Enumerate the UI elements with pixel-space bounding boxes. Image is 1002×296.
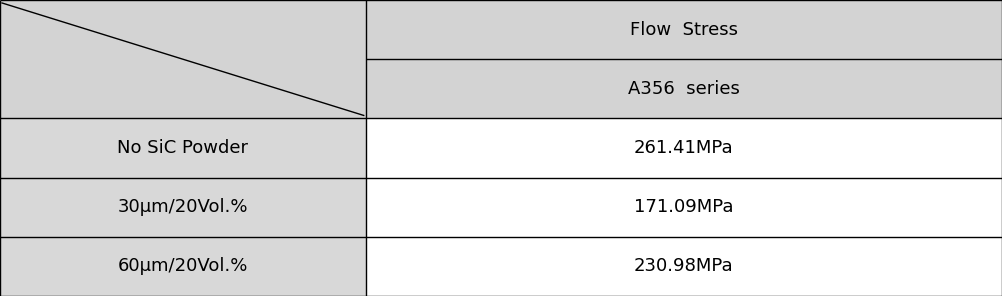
Text: 261.41MPa: 261.41MPa bbox=[634, 139, 733, 157]
Bar bbox=[366, 178, 1002, 237]
Text: A356  series: A356 series bbox=[628, 80, 739, 98]
Text: 171.09MPa: 171.09MPa bbox=[634, 198, 733, 216]
Bar bbox=[366, 118, 1002, 178]
Text: 30μm/20Vol.%: 30μm/20Vol.% bbox=[117, 198, 248, 216]
Bar bbox=[0, 237, 366, 296]
Text: 230.98MPa: 230.98MPa bbox=[634, 258, 733, 275]
Bar bbox=[366, 237, 1002, 296]
Text: No SiC Powder: No SiC Powder bbox=[117, 139, 248, 157]
Bar bbox=[0, 178, 366, 237]
Text: Flow  Stress: Flow Stress bbox=[630, 21, 737, 38]
Bar bbox=[366, 0, 1002, 59]
Text: 60μm/20Vol.%: 60μm/20Vol.% bbox=[117, 258, 248, 275]
Bar bbox=[366, 59, 1002, 118]
Bar bbox=[0, 0, 366, 118]
Bar bbox=[0, 118, 366, 178]
